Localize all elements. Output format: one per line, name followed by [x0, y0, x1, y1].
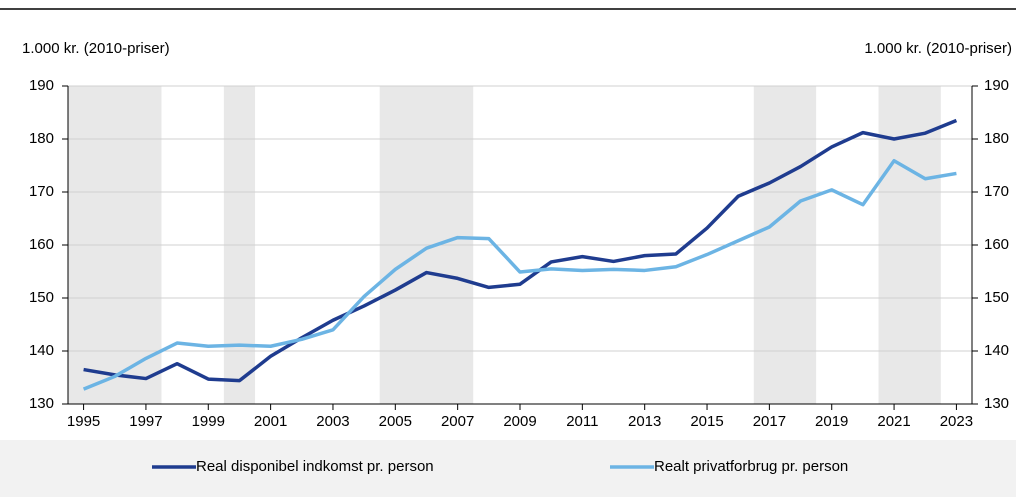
y2-tick-label: 190	[984, 77, 1009, 94]
y-tick-label: 160	[29, 236, 54, 253]
x-tick-label: 2003	[316, 413, 349, 430]
y-axis-label: 1.000 kr. (2010-priser)	[22, 40, 170, 57]
x-tick-label: 2011	[566, 413, 598, 430]
x-tick-label: 2005	[379, 413, 412, 430]
y-tick-label: 180	[29, 130, 54, 147]
x-tick-label: 1999	[192, 413, 225, 430]
x-tick-label: 2001	[254, 413, 287, 430]
x-tick-label: 2013	[628, 413, 661, 430]
y2-tick-label: 150	[984, 289, 1009, 306]
legend-label: Real disponibel indkomst pr. person	[196, 458, 434, 475]
y-tick-label: 170	[29, 183, 54, 200]
y-tick-label: 190	[29, 77, 54, 94]
legend-label: Realt privatforbrug pr. person	[654, 458, 848, 475]
x-tick-label: 2015	[690, 413, 723, 430]
x-tick-label: 2021	[877, 413, 910, 430]
x-tick-label: 2023	[940, 413, 973, 430]
x-tick-label: 2007	[441, 413, 474, 430]
x-tick-label: 2019	[815, 413, 848, 430]
x-tick-label: 1995	[67, 413, 100, 430]
y-tick-label: 130	[29, 395, 54, 412]
x-tick-label: 2009	[503, 413, 536, 430]
y2-tick-label: 180	[984, 130, 1009, 147]
y2-tick-label: 130	[984, 395, 1009, 412]
y2-tick-label: 160	[984, 236, 1009, 253]
y-tick-label: 140	[29, 342, 54, 359]
y-tick-label: 150	[29, 289, 54, 306]
y2-axis-label: 1.000 kr. (2010-priser)	[864, 40, 1012, 57]
x-tick-label: 2017	[753, 413, 786, 430]
series-line	[83, 118, 958, 383]
y2-tick-label: 140	[984, 342, 1009, 359]
series-line	[82, 158, 957, 391]
x-tick-label: 1997	[129, 413, 162, 430]
y2-tick-label: 170	[984, 183, 1009, 200]
